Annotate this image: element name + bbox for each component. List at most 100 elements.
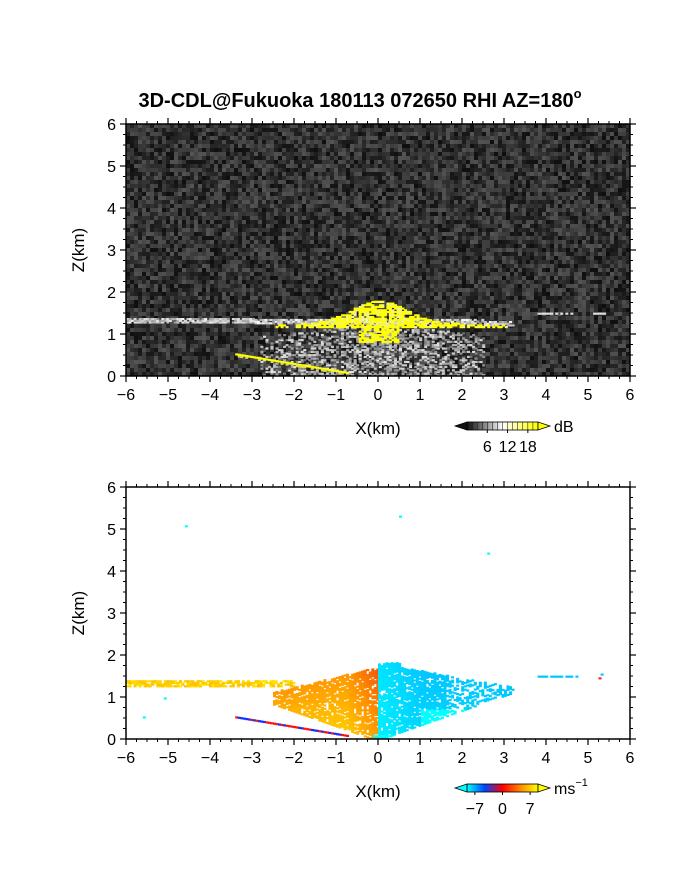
- approaching-cell: [380, 698, 384, 701]
- cloud-top-cell: [333, 322, 337, 325]
- fan-cell: [399, 334, 403, 337]
- fan-cell: [409, 369, 413, 372]
- approaching-cell: [388, 679, 392, 683]
- approaching-cell: [443, 678, 447, 682]
- receding-cell: [376, 691, 380, 695]
- approaching-cell: [443, 675, 447, 678]
- layer-cell: [236, 685, 240, 688]
- fan-cell: [474, 365, 478, 369]
- cloud-top-cell: [368, 319, 372, 322]
- approaching-cell: [380, 668, 384, 671]
- receding-cell: [361, 727, 365, 730]
- fan-cell: [436, 330, 440, 333]
- receding-cell: [371, 725, 375, 728]
- cloud-top-cell: [388, 337, 392, 340]
- fan-cell: [341, 372, 345, 375]
- receding-cell: [323, 716, 327, 719]
- receding-cell: [308, 692, 312, 695]
- receding-cell: [283, 693, 287, 696]
- approaching-cell: [395, 673, 399, 676]
- approaching-cell: [448, 683, 452, 687]
- fan-cell: [424, 365, 428, 369]
- layer-cell: [219, 685, 223, 688]
- layer-cell: [128, 683, 132, 686]
- approaching-cell: [378, 697, 382, 700]
- cloud-top-cell: [378, 317, 382, 320]
- receding-cell: [315, 705, 319, 708]
- layer-cell: [274, 320, 278, 323]
- receding-cell: [285, 696, 289, 699]
- fan-cell: [376, 357, 380, 360]
- cloud-top-cell: [378, 305, 382, 309]
- approaching-cell: [390, 720, 394, 724]
- approaching-cell: [388, 676, 392, 679]
- approaching-cell: [388, 671, 392, 674]
- approaching-cell: [385, 732, 389, 735]
- layer-cell: [186, 683, 190, 686]
- approaching-cell: [418, 692, 422, 695]
- approaching-cell: [408, 713, 412, 716]
- layer-cell: [161, 318, 165, 321]
- receding-cell: [280, 702, 284, 705]
- approaching-cell: [435, 713, 439, 716]
- layer-cell: [259, 680, 263, 683]
- receding-cell: [298, 700, 302, 703]
- fan-cell: [424, 357, 428, 360]
- fan-cell: [399, 325, 403, 328]
- receding-cell: [293, 710, 297, 713]
- approaching-cell: [378, 732, 382, 735]
- receding-cell: [351, 729, 355, 732]
- approaching-cell: [418, 719, 422, 722]
- cloud-top-cell: [421, 324, 425, 327]
- ground-echo-cell: [280, 723, 284, 727]
- fan-cell: [441, 347, 445, 350]
- fan-cell: [404, 344, 408, 347]
- fan-cell: [451, 334, 455, 337]
- cloud-top-cell: [333, 317, 337, 320]
- approaching-cell: [408, 669, 412, 672]
- ground-echo-cell: [298, 363, 302, 366]
- approaching-cell: [393, 709, 397, 713]
- fan-cell: [383, 328, 387, 332]
- receding-cell: [313, 697, 317, 700]
- fan-cell: [270, 347, 274, 350]
- cloud-top-cell: [406, 319, 410, 322]
- approaching-cell: [491, 683, 495, 687]
- layer-cell: [244, 318, 248, 321]
- cloud-top-cell: [303, 326, 307, 329]
- fan-cell: [313, 374, 317, 376]
- fan-cell: [393, 364, 397, 367]
- receding-cell: [308, 705, 312, 708]
- layer-cell: [244, 683, 248, 686]
- cloud-top-cell: [391, 302, 395, 305]
- fan-cell: [421, 365, 425, 369]
- fan-cell: [275, 340, 279, 343]
- fan-cell: [351, 362, 355, 365]
- approaching-cell: [385, 675, 389, 678]
- cloud-top-cell: [366, 317, 370, 320]
- cloud-top-cell: [346, 322, 350, 325]
- layer-cell: [241, 680, 245, 683]
- approaching-cell: [410, 723, 414, 727]
- layer-cell: [249, 321, 253, 324]
- fan-cell: [278, 370, 282, 374]
- fan-cell: [288, 354, 292, 357]
- receding-cell: [351, 724, 355, 727]
- layer-cell: [471, 320, 475, 323]
- fan-cell: [429, 369, 433, 372]
- approaching-cell: [413, 699, 417, 702]
- fan-cell: [308, 355, 312, 359]
- approaching-cell: [471, 696, 475, 699]
- approaching-cell: [413, 718, 417, 721]
- approaching-cell: [390, 685, 394, 688]
- title-text: 3D-CDL@Fukuoka 180113 072650 RHI AZ=180: [138, 90, 573, 112]
- receding-cell: [313, 704, 317, 707]
- cloud-top-cell: [376, 328, 380, 332]
- receding-cell: [323, 714, 327, 717]
- fan-cell: [336, 347, 340, 350]
- layer-cell: [241, 319, 245, 322]
- cloud-top-cell: [396, 325, 400, 328]
- receding-cell: [346, 707, 350, 710]
- approaching-cell: [418, 682, 422, 685]
- fan-cell: [333, 340, 337, 343]
